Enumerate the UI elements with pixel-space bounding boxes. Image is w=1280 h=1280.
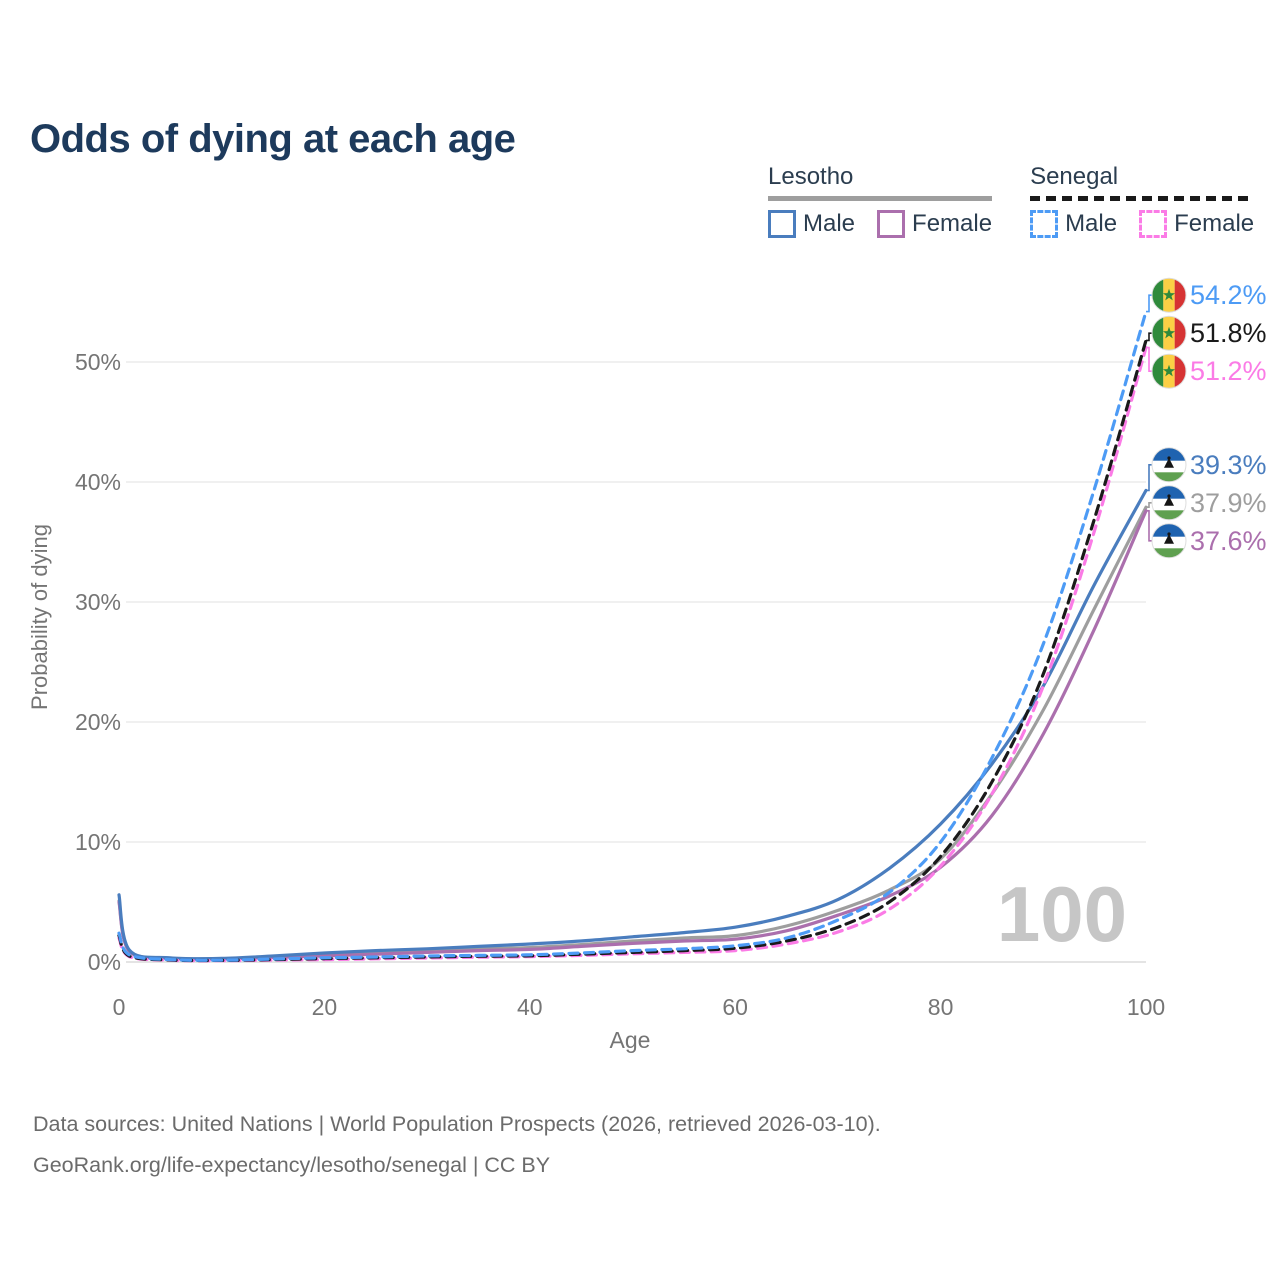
x-tick-label: 60 [722, 994, 748, 1020]
series-line-senegal-both-sexes[interactable] [117, 338, 1148, 963]
x-axis-title: Age [610, 1027, 651, 1053]
lesotho-male-swatch-icon [768, 210, 796, 238]
senegal-flag-icon [1151, 277, 1187, 313]
legend-item-lesotho-female[interactable]: Female [877, 210, 992, 238]
senegal-female-swatch-icon [1139, 210, 1168, 238]
lesotho-flag-icon [1151, 523, 1187, 559]
age-watermark: 100 [997, 870, 1127, 958]
y-tick-label: 0% [88, 949, 121, 975]
legend-group-senegal: Senegal Male Female [1030, 163, 1255, 238]
end-label-value: 54.2% [1190, 280, 1267, 310]
end-label-connector [1146, 346, 1152, 372]
end-label-lesotho-male[interactable]: 39.3% [1146, 447, 1267, 492]
x-tick-label: 40 [517, 994, 543, 1020]
legend-heading-senegal: Senegal [1030, 163, 1119, 190]
legend-item-label: Male [1065, 210, 1118, 237]
y-tick-label: 50% [75, 349, 121, 375]
y-tick-label: 20% [75, 709, 121, 735]
senegal-dashed-line-icon [1030, 196, 1255, 201]
end-label-lesotho-female[interactable]: 37.6% [1146, 510, 1267, 559]
series-line-senegal-female[interactable] [117, 346, 1148, 963]
series-line-lesotho-both-sexes[interactable] [117, 505, 1148, 961]
lesotho-flag-icon [1151, 447, 1187, 483]
legend-item-senegal-female[interactable]: Female [1139, 210, 1254, 238]
end-label-value: 39.3% [1190, 450, 1267, 480]
legend-item-label: Female [912, 210, 993, 237]
end-label-connector [1146, 332, 1152, 342]
legend-item-label: Male [803, 210, 856, 237]
end-label-connector [1146, 464, 1152, 492]
legend-group-lesotho: Lesotho Male Female [768, 163, 993, 238]
x-tick-label: 80 [928, 994, 954, 1020]
lesotho-flag-icon [1151, 485, 1187, 521]
y-tick-label: 30% [75, 589, 121, 615]
end-label-lesotho-both-sexes[interactable]: 37.9% [1146, 485, 1267, 521]
series-line-senegal-male[interactable] [117, 310, 1148, 962]
end-label-senegal-both-sexes[interactable]: 51.8% [1146, 315, 1267, 351]
end-label-connector [1146, 502, 1152, 508]
series-line-lesotho-female[interactable] [117, 509, 1148, 961]
legend: Lesotho Male Female Senegal Male Female [768, 163, 1255, 238]
legend-item-lesotho-male[interactable]: Male [768, 210, 855, 238]
end-label-value: 37.6% [1190, 526, 1267, 556]
y-tick-label: 40% [75, 469, 121, 495]
senegal-flag-icon [1151, 353, 1187, 389]
end-label-connector [1146, 294, 1152, 313]
senegal-male-swatch-icon [1030, 210, 1059, 238]
x-tick-label: 0 [113, 994, 126, 1020]
end-label-value: 51.2% [1190, 356, 1267, 386]
end-label-senegal-female[interactable]: 51.2% [1146, 346, 1267, 389]
lesotho-solid-line-icon [768, 196, 993, 201]
legend-item-label: Female [1174, 210, 1255, 237]
legend-item-senegal-male[interactable]: Male [1030, 210, 1117, 238]
series-line-lesotho-male[interactable] [117, 488, 1148, 961]
lesotho-female-swatch-icon [877, 210, 906, 238]
chart-footer: Data sources: United Nations | World Pop… [33, 1104, 881, 1186]
x-tick-label: 20 [312, 994, 338, 1020]
page-title: Odds of dying at each age [30, 116, 516, 161]
y-tick-label: 10% [75, 829, 121, 855]
end-label-senegal-male[interactable]: 54.2% [1146, 277, 1267, 313]
y-axis-title: Probability of dying [27, 524, 52, 710]
attribution-text: GeoRank.org/life-expectancy/lesotho/sene… [33, 1153, 551, 1177]
senegal-flag-icon [1151, 315, 1187, 351]
end-label-value: 37.9% [1190, 488, 1267, 518]
x-tick-label: 100 [1127, 994, 1165, 1020]
legend-heading-lesotho: Lesotho [768, 163, 854, 190]
data-sources-text: Data sources: United Nations | World Pop… [33, 1112, 881, 1136]
end-label-connector [1146, 510, 1152, 542]
end-label-value: 51.8% [1190, 318, 1267, 348]
